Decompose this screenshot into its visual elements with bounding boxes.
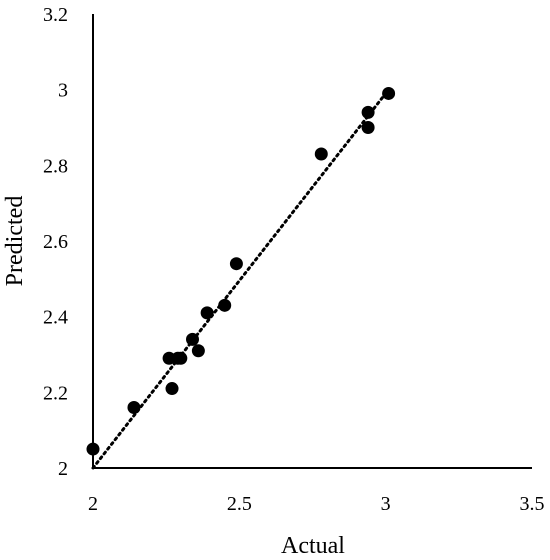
- plot-area: 2 2.2 2.4 2.6 2.8 3 3.2 2 2.5 3 3.5: [43, 4, 545, 515]
- data-point: [229, 257, 243, 271]
- x-tick-label: 3: [381, 493, 391, 515]
- data-point: [361, 105, 375, 119]
- y-tick-labels: 2 2.2 2.4 2.6 2.8 3 3.2: [43, 4, 68, 480]
- y-tick-label: 2.2: [43, 382, 68, 404]
- x-tick-label: 3.5: [520, 493, 545, 515]
- data-point: [165, 382, 179, 396]
- data-point: [382, 86, 396, 100]
- x-tick-labels: 2 2.5 3 3.5: [88, 493, 545, 515]
- data-point: [218, 298, 232, 312]
- data-point: [361, 121, 375, 134]
- data-point: [186, 332, 200, 346]
- data-point: [174, 351, 188, 365]
- x-axis-title: Actual: [281, 533, 345, 559]
- y-tick-label: 2: [58, 458, 68, 480]
- trendline: [91, 91, 388, 470]
- y-tick-label: 2.8: [43, 155, 68, 177]
- x-tick-label: 2: [88, 493, 98, 515]
- data-point: [127, 400, 141, 414]
- x-tick-label: 2.5: [227, 493, 252, 515]
- y-tick-label: 3.2: [43, 4, 68, 26]
- data-point: [200, 306, 214, 320]
- data-point: [314, 147, 328, 161]
- data-points: [86, 86, 396, 456]
- y-tick-label: 2.4: [43, 307, 68, 329]
- y-tick-label: 2.6: [43, 231, 68, 253]
- y-axis-title: Predicted: [2, 196, 28, 287]
- data-point: [191, 344, 205, 358]
- y-tick-label: 3: [58, 80, 68, 102]
- data-point: [86, 442, 100, 456]
